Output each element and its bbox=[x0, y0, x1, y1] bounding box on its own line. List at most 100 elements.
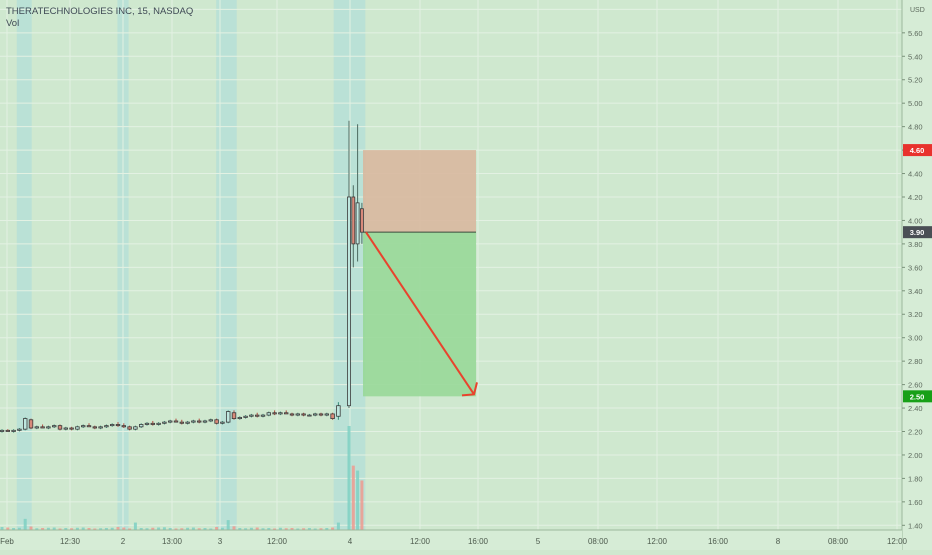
volume-bar bbox=[35, 528, 39, 530]
price-tick-label: 1.40 bbox=[908, 521, 923, 530]
candle-body bbox=[283, 412, 289, 415]
volume-bar bbox=[278, 527, 282, 530]
price-tick-label: 3.60 bbox=[908, 263, 923, 272]
arrow-drawing[interactable] bbox=[365, 231, 478, 397]
arrow-head[interactable] bbox=[461, 382, 478, 397]
candle-body bbox=[191, 420, 196, 423]
candle-body bbox=[254, 414, 260, 417]
short-position-tool[interactable] bbox=[363, 150, 476, 397]
stop-loss-zone[interactable] bbox=[363, 150, 476, 233]
volume-bar bbox=[273, 528, 277, 530]
price-axis-background[interactable] bbox=[902, 0, 932, 550]
candle-body bbox=[5, 429, 10, 432]
candle-body bbox=[115, 424, 121, 427]
time-tick-label: 3 bbox=[218, 537, 223, 546]
time-tick-label: 5 bbox=[536, 537, 541, 546]
candle-body bbox=[231, 412, 237, 420]
candle-body bbox=[57, 425, 63, 430]
price-tick-label: 3.80 bbox=[908, 240, 923, 249]
time-tick-label: 12:00 bbox=[887, 537, 908, 546]
price-tick-label: 4.80 bbox=[908, 123, 923, 132]
volume-bar bbox=[220, 527, 224, 530]
price-tick-label: 4.00 bbox=[908, 216, 923, 225]
price-label-text: 4.60 bbox=[910, 146, 925, 155]
price-label-text: 3.90 bbox=[910, 228, 925, 237]
price-tick-label: 4.20 bbox=[908, 193, 923, 202]
candle-body bbox=[220, 421, 225, 424]
candle-body bbox=[121, 425, 126, 428]
candle-body bbox=[63, 427, 68, 430]
candle-body bbox=[144, 422, 150, 425]
volume-bar bbox=[255, 527, 259, 530]
candle-body bbox=[324, 413, 329, 416]
candle-body bbox=[156, 422, 161, 425]
candle-body bbox=[110, 424, 115, 427]
time-axis[interactable]: Feb 12:30 2 13:00 3 12:00 4 12:00 16:00 5 08:00 12:… bbox=[0, 529, 908, 550]
candle-body bbox=[307, 414, 312, 417]
volume-bar bbox=[75, 527, 79, 530]
time-tick-label: 8 bbox=[776, 537, 781, 546]
candle-body bbox=[173, 420, 179, 423]
time-tick-label: 16:00 bbox=[468, 537, 489, 546]
price-tick-label: 4.40 bbox=[908, 170, 923, 179]
volume-bar bbox=[58, 528, 62, 530]
candle-body bbox=[330, 413, 335, 420]
price-tick-label: 5.20 bbox=[908, 76, 923, 85]
volume-bar bbox=[267, 528, 271, 530]
candle-body bbox=[260, 414, 266, 417]
volume-bar bbox=[41, 528, 45, 530]
time-tick-label: 13:00 bbox=[162, 537, 183, 546]
price-tick-label: 2.80 bbox=[908, 357, 923, 366]
price-tick-label: 1.80 bbox=[908, 474, 923, 483]
volume-bar bbox=[284, 528, 288, 530]
candle-body bbox=[92, 426, 97, 429]
candle-body bbox=[98, 426, 103, 429]
volume-bar bbox=[302, 528, 306, 530]
volume-bar bbox=[307, 528, 311, 530]
volume-bar bbox=[331, 527, 335, 530]
candle-body bbox=[359, 208, 364, 233]
volume-bar bbox=[29, 526, 33, 530]
candle-body bbox=[46, 426, 51, 429]
volume-bar bbox=[351, 465, 355, 530]
time-tick-label: 12:00 bbox=[647, 537, 668, 546]
time-axis-background bbox=[0, 530, 902, 550]
arrow-line[interactable] bbox=[365, 231, 475, 395]
price-tick-label: 5.40 bbox=[908, 52, 923, 61]
price-tick-label: 5.60 bbox=[908, 29, 923, 38]
volume-bar bbox=[197, 528, 201, 530]
volume-bar bbox=[64, 528, 68, 530]
candle-body bbox=[167, 420, 173, 423]
volume-bar bbox=[104, 528, 108, 530]
time-tick-label: 12:00 bbox=[267, 537, 288, 546]
price-label-box bbox=[903, 390, 932, 403]
volume-bar bbox=[215, 527, 219, 530]
price-label-text: 2.50 bbox=[910, 392, 925, 401]
volume-bar bbox=[0, 527, 4, 530]
candle-body bbox=[312, 413, 318, 416]
candle-body bbox=[318, 413, 324, 416]
candle-body bbox=[17, 428, 22, 431]
candle-body bbox=[351, 196, 356, 245]
volume-bar bbox=[151, 527, 155, 530]
candle-body bbox=[272, 412, 277, 415]
price-label-box bbox=[903, 226, 932, 239]
candle-body bbox=[162, 421, 167, 424]
volume-bar bbox=[325, 528, 329, 530]
volume-bar bbox=[232, 526, 236, 530]
volume-bar bbox=[226, 520, 230, 530]
candle-body bbox=[104, 425, 109, 428]
volume-indicator-label[interactable]: Vol bbox=[6, 18, 20, 29]
volume-bar bbox=[290, 528, 294, 530]
symbol-title[interactable]: THERATECHNOLOGIES INC, 15, NASDAQ bbox=[6, 6, 194, 17]
volume-bar bbox=[186, 527, 190, 530]
candle-body bbox=[336, 405, 341, 417]
price-tick-label: 2.00 bbox=[908, 451, 923, 460]
candle-body bbox=[22, 418, 28, 430]
volume-bar bbox=[238, 528, 242, 530]
volume-bar bbox=[162, 527, 166, 530]
volume-bar bbox=[180, 528, 184, 530]
candle-body bbox=[179, 421, 184, 424]
